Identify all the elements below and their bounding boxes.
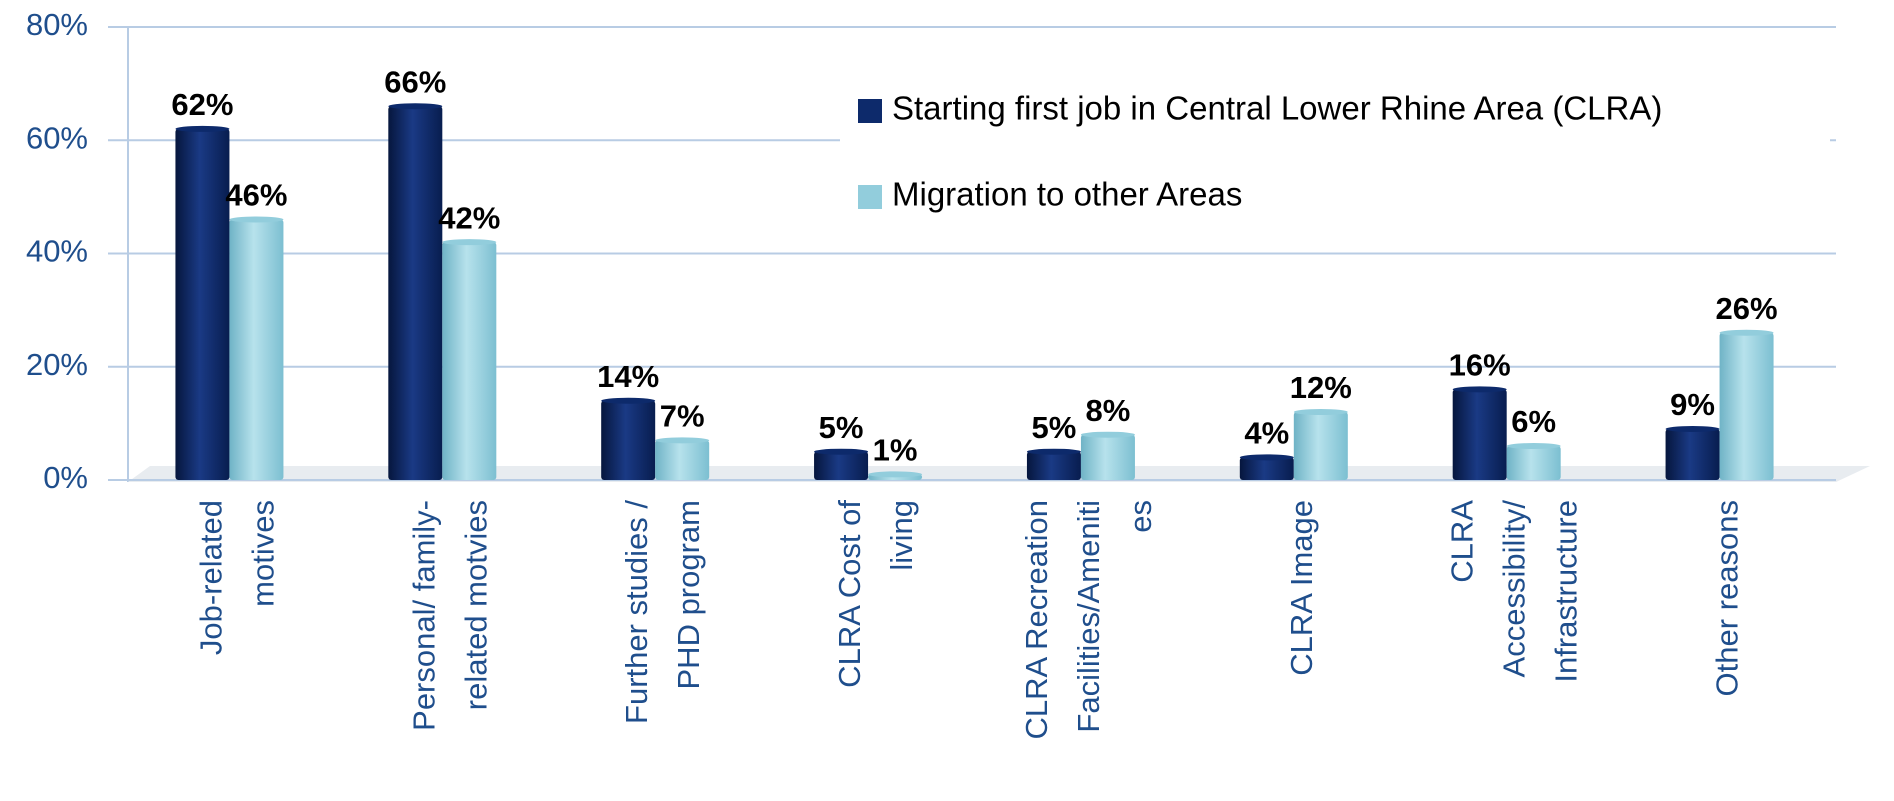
bar [442,242,497,480]
data-label: 46% [225,178,287,213]
x-tick-label: CLRA Cost of living [832,500,919,688]
x-tick-label: Other reasons [1710,500,1745,696]
data-label: 14% [597,359,659,394]
x-tick-line: related motvies [459,500,494,710]
bar-cap [1506,443,1561,450]
bar-cap [175,125,230,132]
x-tick-label: Job-related motives [194,500,281,655]
x-tick-line: PHD program [671,500,706,690]
legend-background [840,70,1830,240]
bar-cap [388,103,443,110]
bar-cap [1239,454,1294,461]
y-tick-label: 0% [43,460,88,495]
y-tick-label: 60% [26,120,88,155]
x-tick-label: CLRA Image [1284,500,1319,676]
data-label: 9% [1670,387,1715,422]
floor [128,466,1870,482]
legend-label: Starting first job in Central Lower Rhin… [892,90,1662,127]
data-label: 16% [1449,348,1511,383]
bar-cap [868,471,923,478]
x-tick-line: CLRA Recreation [1019,500,1054,740]
data-label: 62% [171,87,233,122]
data-label: 5% [1032,410,1077,445]
legend-swatch [858,99,882,123]
data-label: 8% [1086,393,1131,428]
x-tick-line: CLRA [1445,500,1480,583]
bar [1026,451,1081,480]
x-tick-line: es [1123,500,1158,533]
bar [1239,457,1294,480]
x-tick-line: Job-related [194,500,229,655]
x-tick-line: Infrastructure [1549,500,1584,683]
x-tick-line: Other reasons [1710,500,1745,696]
x-tick-label: Personal/ family-related motvies [407,500,494,731]
bar-cap [442,239,497,246]
bar-cap [1026,448,1081,455]
bar [655,440,710,480]
data-label: 5% [819,410,864,445]
data-label: 7% [660,399,705,434]
bar [1080,434,1135,480]
y-tick-label: 80% [26,7,88,42]
data-label: 42% [438,200,500,235]
bar-cap [1665,426,1720,433]
data-label: 26% [1716,291,1778,326]
bar [1665,429,1720,480]
bar [1452,389,1507,480]
bar [175,128,230,481]
bar [1506,446,1561,480]
bar [814,451,869,480]
legend-label: Migration to other Areas [892,176,1242,213]
bar [388,106,443,481]
bar [1293,412,1348,480]
data-label: 66% [384,64,446,99]
x-tick-line: living [884,500,919,571]
x-tick-line: Accessibility/ [1497,500,1532,678]
bar [1719,332,1774,480]
bar-cap [601,397,656,404]
x-tick-line: Facilities/Ameniti [1071,500,1106,733]
bar-cap [229,216,284,223]
x-tick-label: CLRA Recreation Facilities/Ameniti es [1019,500,1158,740]
bar-cap [655,437,710,444]
x-tick-label: CLRA Accessibility/Infrastructure [1445,500,1584,683]
data-label: 4% [1244,416,1289,451]
data-label: 1% [873,433,918,468]
bar-cap [1293,409,1348,416]
data-label: 12% [1290,370,1352,405]
bar-cap [814,448,869,455]
x-tick-line: motives [246,500,281,607]
data-label: 6% [1511,404,1556,439]
x-tick-line: CLRA Image [1284,500,1319,676]
y-tick-label: 40% [26,234,88,269]
x-tick-line: Further studies / [619,500,654,724]
bar-cap [1452,386,1507,393]
legend-swatch [858,185,882,209]
x-tick-label: Further studies / PHD program [619,500,706,724]
x-tick-line: Personal/ family- [407,500,442,731]
x-tick-line: CLRA Cost of [832,500,867,688]
bar [601,400,656,480]
y-tick-label: 20% [26,347,88,382]
bar-cap [1719,329,1774,336]
bar-cap [1080,431,1135,438]
bar [229,219,284,480]
